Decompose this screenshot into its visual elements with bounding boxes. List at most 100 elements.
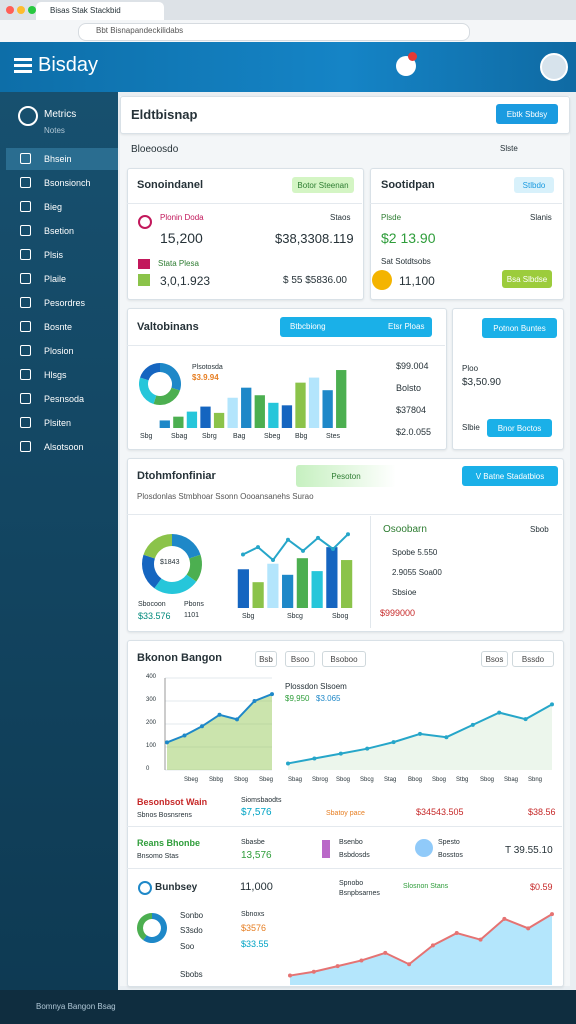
notification-icon[interactable] [396,56,416,76]
button[interactable]: Potnon Buntes [482,318,557,338]
stat: Sbnoxs [241,911,265,918]
label: Osoobarn [383,524,427,535]
nav-item[interactable]: Plosion [44,346,74,356]
window-min[interactable] [17,6,25,14]
stat: Bunbsey [155,882,198,893]
icon [372,270,392,290]
legend: Pbons [184,601,204,608]
button-label: Bsb [259,654,273,664]
axis-label: Sbbg [209,777,224,783]
divider [127,826,562,827]
stat: Sonbo [180,911,204,920]
stat: $33.55 [241,939,269,949]
nav-item[interactable]: Bsonsionch [44,178,91,188]
button[interactable] [280,317,432,337]
nav-item[interactable]: Plaile [44,274,67,284]
stat: Sbasbe [241,839,265,846]
icon [322,840,330,858]
button-label: Pesoton [331,471,361,481]
button[interactable]: Bsoo [285,651,315,667]
y-tick-label: 300 [146,697,157,703]
label: Ploo [462,364,479,373]
label: Slanis [530,213,552,222]
button-label: Bsoo [290,654,310,664]
nav-icon [20,249,31,260]
button[interactable]: Bssdo [512,651,554,667]
avatar[interactable] [540,53,568,81]
icon [138,274,150,286]
nav-item[interactable]: Hlsgs [44,370,67,380]
stat: Slosnon Stans [403,883,449,890]
button[interactable]: V Batne Stadatbios [462,466,558,486]
nav-icon [20,297,31,308]
axis-label: Sbcg [287,613,303,620]
axis-label: Sbrog [312,777,329,783]
label: Bloeoosdo [131,144,179,155]
nav-item[interactable]: Plsiten [44,418,72,428]
button[interactable]: Botor Steenan [292,177,354,193]
window-close[interactable] [6,6,14,14]
menu-icon[interactable] [14,58,32,61]
label: $3,50.90 [462,377,501,388]
stat: Bsbdosds [339,852,370,859]
label: Bomnya Bangon Bsag [36,1002,116,1011]
app-header [0,42,576,92]
button[interactable]: Stlbdo [514,177,554,193]
stat: Sbatoy pace [326,810,365,817]
nav-item[interactable]: Bosnte [44,322,73,332]
stat: $38.56 [528,807,556,817]
button[interactable]: Bsa Slbdse [502,270,552,288]
divider [127,203,362,204]
nav-icon [20,417,31,428]
stat: Sbobs [180,970,203,979]
nav-item[interactable]: Bhsein [44,154,72,164]
axis-label: Bag [233,433,246,440]
divider [127,345,445,346]
button[interactable]: Bsoboo [322,651,366,667]
label: Plossdon Slsoem [285,682,347,691]
url-field[interactable] [78,23,470,41]
window-max[interactable] [28,6,36,14]
label: $2 13.90 [381,230,436,246]
stat: Spnobo [339,880,364,887]
stat: Besonbsot Wain [137,797,208,807]
icon [138,259,150,269]
button[interactable]: Bsb [255,651,277,667]
axis-label: Bbog [408,777,423,783]
list-item: Spobe 5.550 [392,548,438,557]
label: $38,3308.119 [275,231,354,246]
label: Stata Plesa [158,259,199,268]
label: Plonin Doda [160,213,204,222]
sidebar-active [6,148,118,170]
nav-item[interactable]: Alsotsoon [44,442,84,452]
button[interactable]: Bnor Boctos [487,419,552,437]
axis-label: Sbag [288,777,303,783]
nav-item[interactable]: Pesordres [44,298,86,308]
taskbar [0,990,576,1024]
nav-item[interactable]: Bieg [44,202,63,212]
nav-item[interactable]: Plsis [44,250,64,260]
axis-label: Sbeg [264,433,281,440]
list-item: $2.0.055 [396,427,432,437]
browser-tab[interactable] [36,2,164,20]
axis-label: Sbg [140,433,153,440]
button-label: Potnon Buntes [493,323,546,333]
button[interactable]: Bsos [481,651,508,667]
button[interactable]: Ebtk Sbdsy [496,104,558,124]
icon [138,215,152,229]
list-item: $37804 [396,405,427,415]
label: $3.9.94 [192,373,219,382]
label: $3.065 [316,694,341,703]
label: Dtohmfonfiniar [137,470,216,482]
button-label: V Batne Stadatbios [475,471,545,481]
button-label: Bsa Slbdse [506,274,548,284]
label: Plosdonlas Stmbhoar Ssonn Oooansanehs Su… [137,492,314,501]
nav-item[interactable]: Bsetion [44,226,75,236]
nav-item[interactable]: Pesnsoda [44,394,85,404]
nav-icon [20,153,31,164]
nav-icon [20,345,31,356]
badge [408,52,417,61]
button[interactable]: Pesoton [296,465,396,487]
stat: Siomsbaodts [241,797,282,804]
label: Valtobinans [137,321,199,333]
